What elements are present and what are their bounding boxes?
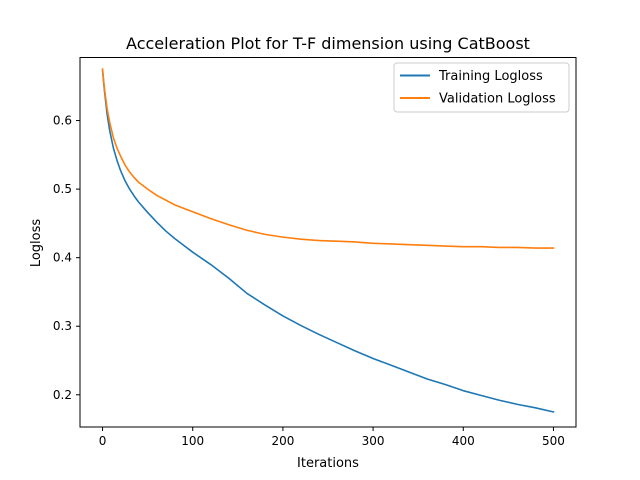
y-tick-label: 0.6: [53, 114, 72, 128]
legend-box: [393, 62, 570, 113]
series-line-training-logloss: [101, 69, 555, 413]
x-axis: 0 100 200 300 400 500: [99, 427, 565, 448]
legend-label-training: Training Logloss: [438, 69, 543, 84]
series-layer: [101, 68, 555, 413]
series-line-validation-logloss: [101, 68, 555, 249]
y-tick-label: 0.5: [53, 182, 72, 196]
x-tick-label: 0: [99, 434, 107, 448]
y-tick-label: 0.4: [53, 251, 72, 265]
y-axis: 0.2 0.3 0.4 0.5 0.6: [53, 114, 80, 402]
legend-label-validation: Validation Logloss: [439, 92, 556, 107]
x-tick-label: 500: [542, 434, 565, 448]
chart-title: Acceleration Plot for T-F dimension usin…: [126, 34, 530, 53]
plot-frame: [79, 57, 577, 428]
x-tick-label: 300: [362, 434, 385, 448]
y-axis-label: Logloss: [29, 219, 44, 268]
x-axis-label: Iterations: [297, 456, 359, 471]
x-tick-label: 400: [452, 434, 475, 448]
y-tick-label: 0.2: [53, 388, 72, 402]
y-tick-label: 0.3: [53, 319, 72, 333]
x-tick-label: 100: [181, 434, 204, 448]
x-tick-label: 200: [271, 434, 294, 448]
legend: Training Logloss Validation Logloss: [393, 62, 570, 113]
